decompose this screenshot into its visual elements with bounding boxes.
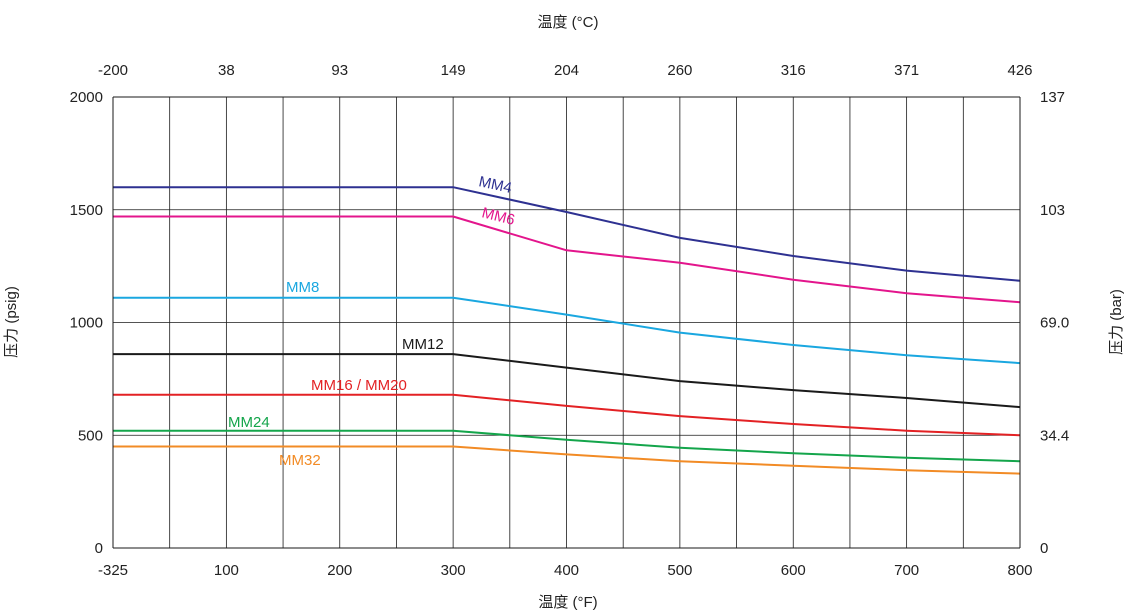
x-tick-label: 800	[1007, 562, 1032, 579]
x-tick-label: 500	[667, 562, 692, 579]
series-label: MM16 / MM20	[311, 377, 407, 394]
series-lines	[113, 186, 1021, 475]
series-line	[113, 429, 1021, 463]
x2-tick-label: 371	[894, 62, 919, 79]
series-label: MM8	[286, 279, 319, 296]
x2-tick-label: -200	[98, 62, 128, 79]
y2-tick-label: 103	[1040, 202, 1065, 219]
y-tick-label: 500	[78, 427, 103, 444]
series-line	[113, 215, 1021, 304]
series-label: MM24	[228, 414, 270, 431]
x-tick-label: 600	[781, 562, 806, 579]
y-tick-label: 2000	[70, 89, 103, 106]
x2-tick-label: 93	[331, 62, 348, 79]
x2-tick-label: 260	[667, 62, 692, 79]
y-axis-title: 压力 (psig)	[3, 286, 20, 358]
x-axis-title: 温度 (°F)	[538, 594, 597, 611]
series-label: MM4	[477, 173, 513, 197]
y-tick-label: 1000	[70, 315, 103, 332]
series-line	[113, 393, 1021, 437]
x2-tick-label: 426	[1007, 62, 1032, 79]
y2-axis-title: 压力 (bar)	[1108, 289, 1125, 355]
x-tick-label: 300	[441, 562, 466, 579]
x-tick-label: 700	[894, 562, 919, 579]
series-label: MM32	[279, 452, 321, 469]
y2-tick-label: 137	[1040, 89, 1065, 106]
x2-axis-title: 温度 (°C)	[538, 14, 599, 31]
series-label: MM12	[402, 336, 444, 353]
y-tick-label: 0	[95, 540, 103, 557]
x-tick-label: 200	[327, 562, 352, 579]
x2-tick-label: 38	[218, 62, 235, 79]
x2-tick-label: 316	[781, 62, 806, 79]
series-line	[113, 445, 1021, 475]
x-tick-label: 400	[554, 562, 579, 579]
y2-tick-label: 34.4	[1040, 427, 1069, 444]
series-line	[113, 296, 1021, 365]
x2-tick-label: 149	[441, 62, 466, 79]
y2-tick-label: 69.0	[1040, 315, 1069, 332]
x-tick-label: 100	[214, 562, 239, 579]
x2-tick-label: 204	[554, 62, 579, 79]
y-tick-label: 1500	[70, 202, 103, 219]
grid	[113, 97, 1020, 548]
series-line	[113, 353, 1021, 409]
x-tick-label: -325	[98, 562, 128, 579]
y2-tick-label: 0	[1040, 540, 1048, 557]
tick-labels: -325 100 200 300 400 500 600 700 800 -200 38 93 149 2…	[70, 62, 1070, 579]
plot-frame	[112, 96, 1021, 549]
series-line	[113, 186, 1021, 282]
